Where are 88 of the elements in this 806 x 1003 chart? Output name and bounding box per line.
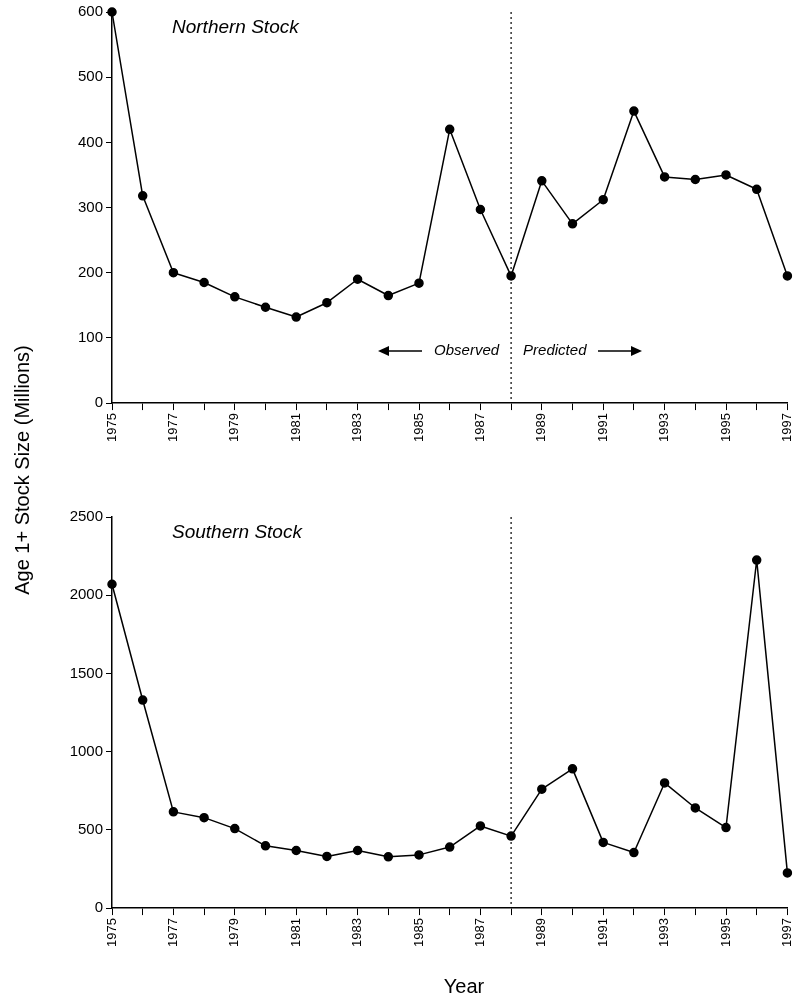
point [629, 106, 639, 116]
y-tick-label: 0 [94, 898, 103, 916]
x-tick-label: 1981 [287, 413, 303, 442]
point [690, 803, 701, 813]
point [444, 842, 455, 852]
y-axis-title: Age 1+ Stock Size (Millions) [10, 345, 34, 595]
x-tick-label: 1977 [164, 918, 180, 947]
point [137, 191, 148, 201]
x-tick-label: 1989 [533, 413, 549, 442]
x-axis-title: Year [443, 975, 485, 998]
point [352, 274, 363, 284]
point [690, 174, 701, 185]
x-tick-label: 1975 [103, 918, 119, 947]
chart-title: Southern Stock [172, 521, 304, 543]
point [291, 845, 301, 856]
x-tick-label: 1987 [471, 413, 487, 442]
point [721, 822, 731, 833]
y-tick-label: 0 [94, 393, 103, 411]
point [230, 823, 240, 834]
point [659, 172, 670, 182]
x-tick-label: 1997 [778, 413, 794, 442]
point [260, 841, 271, 851]
x-tick-label: 1979 [226, 413, 242, 442]
y-tick-label: 500 [77, 67, 103, 85]
x-tick-label: 1991 [594, 413, 610, 442]
point [414, 850, 424, 860]
x-tick-label: 1981 [287, 918, 303, 947]
point [291, 312, 301, 322]
x-tick-label: 1987 [471, 918, 487, 947]
point [782, 868, 793, 878]
x-tick-label: 1983 [349, 413, 365, 442]
point [567, 219, 578, 229]
x-tick-label: 1979 [226, 918, 242, 947]
point [751, 555, 762, 565]
point [414, 278, 424, 288]
point [598, 194, 608, 205]
y-tick-label: 500 [77, 820, 103, 837]
y-tick-label: 600 [77, 2, 103, 20]
x-tick-label: 1995 [717, 918, 733, 947]
point [751, 184, 762, 195]
x-tick-label: 1993 [656, 413, 672, 442]
point [782, 271, 793, 281]
point [107, 579, 117, 590]
chart-title: Northern Stock [172, 16, 301, 38]
x-tick-label: 1985 [410, 413, 426, 442]
point [444, 124, 455, 135]
x-tick-label: 1985 [410, 918, 426, 947]
y-tick-label: 1000 [69, 741, 103, 759]
x-tick-label: 1983 [349, 918, 365, 947]
x-tick-label: 1993 [656, 918, 672, 947]
point [352, 845, 363, 856]
point [322, 297, 332, 308]
point [629, 847, 639, 858]
y-tick-label: 400 [77, 132, 103, 150]
x-tick-label: 1997 [778, 918, 794, 947]
point [598, 837, 608, 848]
point [137, 695, 148, 705]
point [230, 292, 240, 302]
x-tick-label: 1989 [533, 918, 549, 947]
point [260, 302, 271, 313]
point [475, 821, 486, 831]
point [168, 267, 179, 278]
point [168, 807, 179, 817]
point [537, 176, 547, 186]
x-tick-label: 1995 [717, 413, 733, 442]
y-tick-label: 1500 [69, 663, 103, 681]
point [199, 812, 209, 823]
y-tick-label: 300 [77, 197, 103, 215]
y-tick-label: 100 [77, 328, 103, 346]
point [199, 277, 209, 288]
y-tick-label: 2500 [69, 507, 103, 525]
point [721, 170, 731, 180]
x-tick-label: 1977 [164, 413, 180, 442]
point [506, 271, 516, 281]
point [383, 852, 394, 862]
point [537, 784, 547, 794]
y-tick-label: 200 [77, 262, 103, 280]
annotation: Predicted [523, 341, 588, 359]
x-tick-label: 1991 [594, 918, 610, 947]
annotation: Observed [434, 341, 500, 359]
point [567, 764, 578, 774]
point [383, 290, 394, 301]
point [322, 851, 332, 862]
point [506, 831, 516, 841]
point [475, 204, 486, 215]
x-tick-label: 1975 [103, 413, 119, 442]
point [659, 778, 670, 788]
y-tick-label: 2000 [69, 585, 103, 603]
